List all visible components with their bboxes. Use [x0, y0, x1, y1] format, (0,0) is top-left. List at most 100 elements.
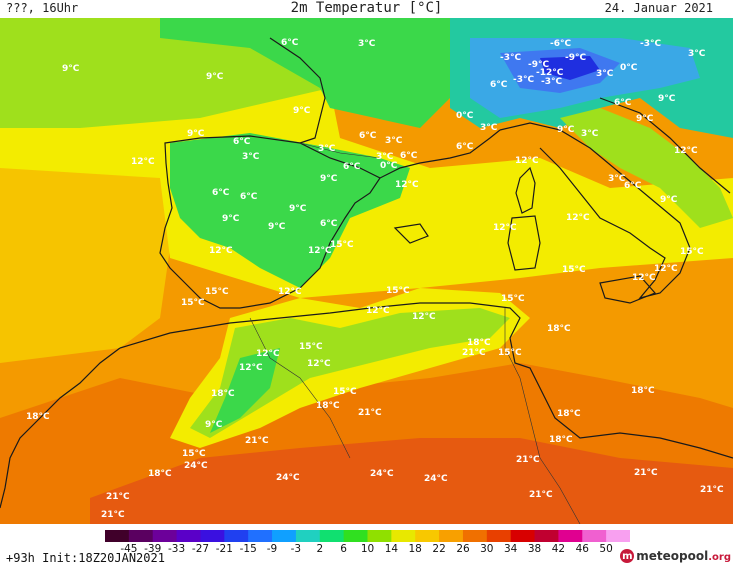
scale-cell: [128, 530, 154, 542]
forecast-date: 24. Januar 2021: [604, 1, 713, 15]
meteopool-logo-icon: m: [620, 549, 635, 563]
temp-label: 12°C: [395, 180, 419, 190]
temp-label: 9°C: [289, 204, 307, 214]
coast-france-med: [379, 129, 501, 179]
temp-label: 18°C: [549, 435, 573, 445]
temp-label: 15°C: [299, 342, 323, 352]
scale-cell: [343, 530, 368, 542]
temp-label: 9°C: [557, 125, 575, 135]
temp-label: 3°C: [318, 144, 336, 154]
temp-label: 12°C: [256, 349, 280, 359]
scale-cell: [391, 530, 416, 542]
logo-text: meteopool.org: [636, 549, 731, 563]
coast-north-africa: [119, 302, 733, 459]
temp-label: 12°C: [566, 213, 590, 223]
border-spain-france: [299, 142, 381, 159]
scale-cell: [200, 530, 225, 542]
temp-label: 21°C: [529, 490, 553, 500]
temp-label: 6°C: [614, 98, 632, 108]
temp-label: 3°C: [358, 39, 376, 49]
temp-label: -9°C: [565, 53, 586, 63]
temp-label: 24°C: [184, 461, 208, 471]
field-iberia-green: [170, 133, 410, 288]
sicily: [599, 275, 657, 304]
map-title: 2m Temperatur [°C]: [290, 0, 443, 16]
scale-tick-label: -15: [239, 543, 257, 555]
border-morocco-algeria: [249, 317, 351, 459]
map-header: ???, 16Uhr 2m Temperatur [°C] 24. Januar…: [0, 0, 733, 18]
temp-label: 15°C: [181, 298, 205, 308]
temp-label: 6°C: [240, 192, 258, 202]
scale-cell: [295, 530, 321, 542]
temp-label: 12°C: [632, 273, 656, 283]
border-algeria-tunisia: [504, 308, 541, 459]
scale-tick-label: 14: [384, 543, 399, 555]
logo-tld: .org: [708, 552, 731, 563]
temp-label: -3°C: [640, 39, 661, 49]
scale-cell: [606, 530, 630, 542]
scale-cell: [582, 530, 607, 542]
temp-label: 18°C: [547, 324, 571, 334]
scale-tick-label: 18: [408, 543, 422, 555]
temp-label: 18°C: [148, 469, 172, 479]
logo-brand: meteopool: [636, 549, 709, 563]
temp-label: 21°C: [245, 436, 269, 446]
temp-label: 15°C: [330, 240, 354, 250]
temp-label: 21°C: [700, 485, 724, 495]
color-scale-bar: [105, 530, 630, 542]
scale-cell: [105, 530, 130, 542]
temp-label: 0°C: [380, 161, 398, 171]
scale-tick-label: 34: [504, 543, 518, 555]
scale-tick-label: 46: [575, 543, 589, 555]
field-hottest-south: [90, 438, 733, 524]
temp-label: 9°C: [206, 72, 224, 82]
islands: [393, 166, 657, 304]
run-info: +93h Init:18Z20JAN2021: [6, 551, 165, 565]
scale-cell: [319, 530, 345, 542]
scale-tick-label: -39: [144, 543, 162, 555]
scale-tick-label: -27: [191, 543, 210, 555]
temp-label: 9°C: [62, 64, 80, 74]
temp-label: 9°C: [187, 129, 205, 139]
temp-label: 18°C: [557, 409, 581, 419]
scale-tick-label: 22: [432, 543, 446, 555]
scale-tick-label: -9: [266, 543, 278, 555]
temp-label: -3°C: [541, 77, 562, 87]
temp-label: 9°C: [205, 420, 223, 430]
scale-cell: [272, 530, 297, 542]
coast-italy-east: [599, 97, 731, 194]
temp-label: 6°C: [400, 151, 418, 161]
color-scale-ticks: -45 -39 -33 -27 -21 -15 -9 -3 2 6 10 14 18 22 26 30 34 38…: [105, 543, 630, 557]
scale-tick-label: 10: [360, 543, 375, 555]
scale-tick-label: -21: [215, 543, 233, 555]
temp-label: 15°C: [562, 265, 586, 275]
temp-label: 0°C: [456, 111, 474, 121]
border-algeria-libya: [539, 457, 581, 524]
temp-label: 12°C: [654, 264, 678, 274]
field-italy: [560, 108, 733, 228]
temp-label: 21°C: [101, 510, 125, 520]
field-atlas-teal: [210, 348, 280, 433]
temp-label: 3°C: [688, 49, 706, 59]
temp-label: -3°C: [513, 75, 534, 85]
temp-label: 12°C: [366, 306, 390, 316]
temp-label: 9°C: [320, 174, 338, 184]
temp-label: 6°C: [359, 131, 377, 141]
temp-label: 3°C: [480, 123, 498, 133]
coast-morocco-atlantic: [0, 347, 121, 509]
temp-label: -6°C: [550, 39, 571, 49]
scale-cell: [510, 530, 536, 542]
temp-label: -12°C: [536, 68, 564, 78]
temp-label: 6°C: [624, 181, 642, 191]
temp-label: 9°C: [660, 195, 678, 205]
scale-cell: [152, 530, 178, 542]
temperature-map: 9°C 9°C 6°C 3°C 9°C 9°C 12°C 6°C 3°C 6°C…: [0, 18, 733, 524]
coast-italy: [499, 122, 691, 300]
scale-tick-label: -3: [290, 543, 302, 555]
temp-label: 9°C: [293, 106, 311, 116]
temp-label: 3°C: [242, 152, 260, 162]
map-canvas: 9°C 9°C 6°C 3°C 9°C 9°C 12°C 6°C 3°C 6°C…: [0, 18, 733, 524]
temp-label: 12°C: [493, 223, 517, 233]
scale-tick-label: 6: [340, 543, 347, 555]
scale-cell: [486, 530, 512, 542]
